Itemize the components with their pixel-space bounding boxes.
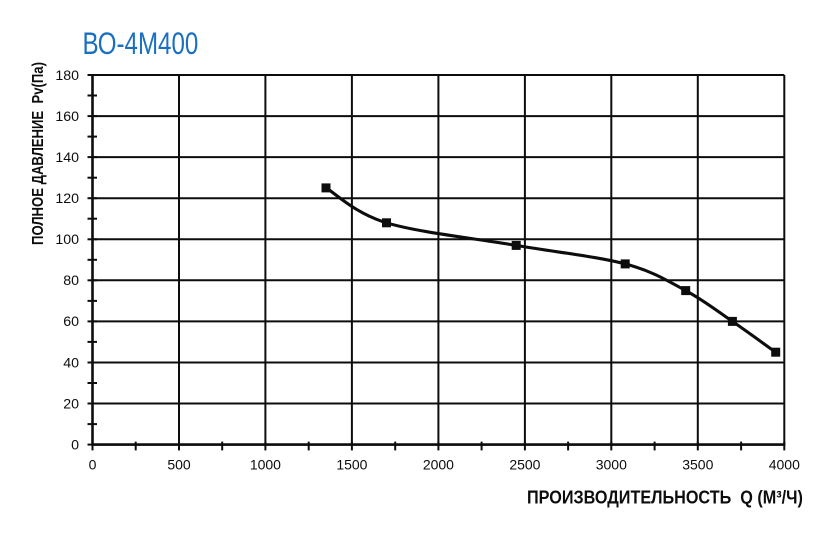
svg-text:500: 500 <box>167 457 191 473</box>
svg-text:4000: 4000 <box>769 457 800 473</box>
svg-text:20: 20 <box>63 396 79 412</box>
svg-text:180: 180 <box>55 68 79 84</box>
svg-text:0: 0 <box>71 437 79 453</box>
svg-text:120: 120 <box>55 191 79 207</box>
svg-text:ПРОИЗВОДИТЕЛЬНОСТЬ Q (М³/Ч): ПРОИЗВОДИТЕЛЬНОСТЬ Q (М³/Ч) <box>527 486 803 507</box>
svg-text:2000: 2000 <box>423 457 454 473</box>
svg-text:ПОЛНОЕ ДАВЛЕНИЕ Pv(Па): ПОЛНОЕ ДАВЛЕНИЕ Pv(Па) <box>30 62 47 245</box>
svg-text:2500: 2500 <box>509 457 540 473</box>
svg-text:40: 40 <box>63 355 79 371</box>
svg-text:3500: 3500 <box>682 457 713 473</box>
svg-text:1000: 1000 <box>250 457 281 473</box>
svg-text:100: 100 <box>55 232 79 248</box>
svg-text:0: 0 <box>89 457 97 473</box>
svg-text:160: 160 <box>55 109 79 125</box>
svg-text:ВО-4М400: ВО-4М400 <box>83 26 199 61</box>
svg-text:1500: 1500 <box>336 457 367 473</box>
svg-text:140: 140 <box>55 150 79 166</box>
svg-text:3000: 3000 <box>596 457 627 473</box>
svg-text:80: 80 <box>63 273 79 289</box>
svg-text:60: 60 <box>63 314 79 330</box>
